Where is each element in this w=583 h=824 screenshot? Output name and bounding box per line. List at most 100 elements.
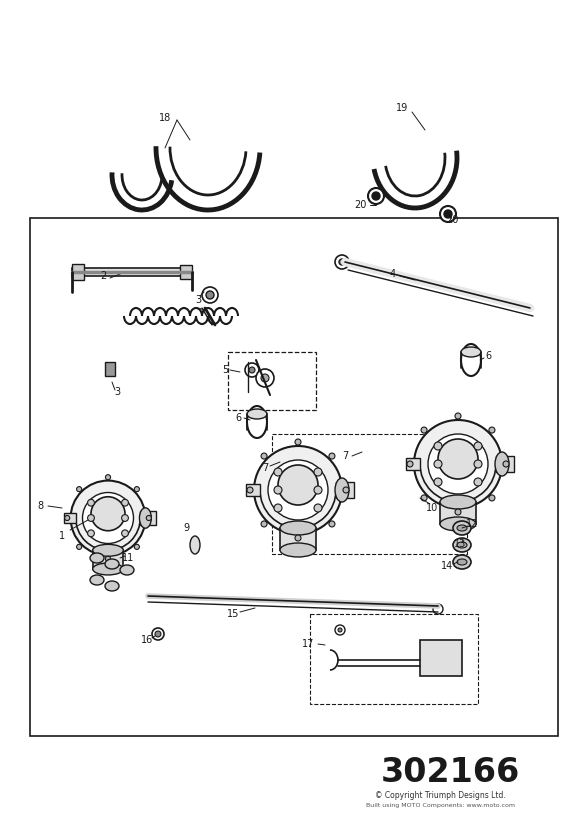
Bar	[420, 640, 462, 676]
Ellipse shape	[90, 553, 104, 563]
Ellipse shape	[440, 517, 476, 531]
Text: 9: 9	[183, 523, 189, 533]
Ellipse shape	[461, 347, 481, 357]
Circle shape	[106, 556, 111, 561]
Text: 3: 3	[195, 295, 201, 305]
Ellipse shape	[280, 521, 316, 535]
Ellipse shape	[139, 508, 152, 528]
Bar	[280, 528, 316, 550]
Bar	[406, 458, 420, 470]
Ellipse shape	[105, 581, 119, 591]
Circle shape	[247, 487, 253, 493]
Circle shape	[76, 545, 82, 550]
Circle shape	[421, 495, 427, 501]
Ellipse shape	[414, 420, 502, 508]
Ellipse shape	[453, 521, 471, 535]
Bar	[228, 352, 316, 410]
Circle shape	[65, 516, 70, 521]
Ellipse shape	[440, 495, 476, 509]
Ellipse shape	[120, 565, 134, 575]
Ellipse shape	[268, 460, 328, 520]
Circle shape	[335, 625, 345, 635]
Circle shape	[274, 486, 282, 494]
Ellipse shape	[457, 542, 467, 548]
Text: 14: 14	[441, 561, 453, 571]
Circle shape	[329, 453, 335, 459]
Circle shape	[134, 487, 139, 492]
Text: © Copyright Triumph Designs Ltd.: © Copyright Triumph Designs Ltd.	[375, 790, 505, 799]
Text: 13: 13	[454, 539, 466, 549]
Circle shape	[87, 530, 94, 536]
Ellipse shape	[453, 555, 471, 569]
Circle shape	[314, 486, 322, 494]
Circle shape	[87, 515, 94, 522]
Text: 4: 4	[390, 269, 396, 279]
Circle shape	[87, 499, 94, 506]
Ellipse shape	[278, 465, 318, 505]
Bar	[496, 456, 514, 472]
Circle shape	[503, 461, 509, 467]
Circle shape	[455, 509, 461, 515]
Bar	[141, 511, 156, 525]
Bar	[246, 484, 260, 496]
Text: 7: 7	[262, 463, 268, 473]
Text: 12: 12	[466, 519, 478, 529]
Text: 3: 3	[114, 387, 120, 397]
Ellipse shape	[457, 559, 467, 565]
Ellipse shape	[247, 406, 267, 438]
Ellipse shape	[247, 409, 267, 419]
Circle shape	[295, 439, 301, 445]
Ellipse shape	[190, 536, 200, 554]
Circle shape	[434, 442, 442, 450]
Circle shape	[343, 487, 349, 493]
Ellipse shape	[461, 344, 481, 376]
Circle shape	[339, 259, 345, 265]
Ellipse shape	[254, 446, 342, 534]
Bar	[272, 434, 467, 554]
Bar	[180, 265, 192, 279]
Text: 17: 17	[302, 639, 314, 649]
Text: Built using MOTO Components: www.moto.com: Built using MOTO Components: www.moto.co…	[366, 803, 515, 808]
Text: 16: 16	[141, 635, 153, 645]
Circle shape	[249, 367, 255, 373]
Circle shape	[474, 478, 482, 486]
Text: 1: 1	[59, 531, 65, 541]
Circle shape	[152, 628, 164, 640]
Text: 10: 10	[426, 503, 438, 513]
Ellipse shape	[93, 545, 123, 556]
Text: 18: 18	[159, 113, 171, 123]
Text: 7: 7	[342, 451, 348, 461]
Circle shape	[440, 206, 456, 222]
Text: 5: 5	[222, 365, 228, 375]
Circle shape	[434, 460, 442, 468]
Circle shape	[489, 427, 495, 433]
Circle shape	[106, 475, 111, 480]
Circle shape	[455, 413, 461, 419]
Ellipse shape	[280, 543, 316, 557]
Circle shape	[295, 535, 301, 541]
Text: 6: 6	[485, 351, 491, 361]
Bar	[105, 362, 115, 376]
Ellipse shape	[93, 563, 123, 575]
Circle shape	[122, 515, 128, 522]
Ellipse shape	[90, 575, 104, 585]
Ellipse shape	[457, 525, 467, 531]
Ellipse shape	[91, 497, 125, 531]
Ellipse shape	[335, 478, 349, 502]
Text: 19: 19	[396, 103, 408, 113]
Ellipse shape	[453, 538, 471, 552]
Circle shape	[329, 521, 335, 527]
Circle shape	[256, 369, 274, 387]
Text: 15: 15	[227, 609, 239, 619]
Text: 11: 11	[122, 553, 134, 563]
Circle shape	[444, 210, 452, 218]
Circle shape	[146, 516, 152, 521]
Ellipse shape	[428, 434, 488, 494]
Bar	[64, 513, 76, 523]
Circle shape	[122, 530, 128, 536]
Circle shape	[245, 363, 259, 377]
Bar	[336, 482, 354, 498]
Circle shape	[314, 468, 322, 476]
Circle shape	[76, 487, 82, 492]
Circle shape	[261, 453, 267, 459]
